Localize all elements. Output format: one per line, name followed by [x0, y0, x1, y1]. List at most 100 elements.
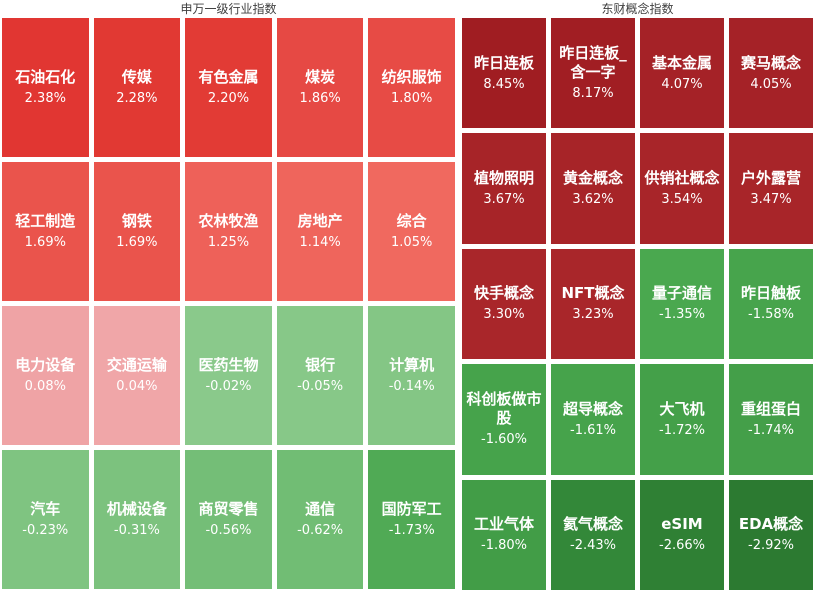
cell-label: 昨日连板: [473, 53, 534, 72]
cell-label: 国防军工: [381, 500, 442, 518]
cell-change: 2.20%: [207, 91, 250, 106]
cell-change: -0.02%: [205, 379, 252, 394]
heatmap-cell-重组蛋白[interactable]: 重组蛋白 -1.74%: [729, 364, 813, 475]
cell-change: -1.35%: [659, 307, 705, 323]
cell-label: 电力设备: [15, 356, 76, 374]
cell-change: -0.31%: [113, 523, 160, 538]
cell-label: 商贸零售: [198, 500, 259, 518]
cell-change: -1.61%: [570, 422, 616, 438]
heatmap-cell-昨日连板_含一字[interactable]: 昨日连板_含一字 8.17%: [551, 18, 635, 129]
cell-label: 基本金属: [651, 53, 712, 72]
cell-label: 房地产: [297, 212, 343, 230]
cell-label: 纺织服饰: [381, 68, 442, 86]
heatmap-cell-钢铁[interactable]: 钢铁 1.69%: [93, 162, 181, 301]
heatmap-cell-商贸零售[interactable]: 商贸零售 -0.56%: [185, 450, 272, 589]
cell-change: 1.86%: [299, 91, 341, 106]
cell-change: 0.08%: [24, 379, 66, 394]
cell-label: 传媒: [121, 68, 152, 86]
sw-industry-title: 申万一级行业指数: [180, 2, 277, 16]
heatmap-cell-煤炭[interactable]: 煤炭 1.86%: [276, 18, 364, 157]
heatmap-cell-银行[interactable]: 银行 -0.05%: [276, 306, 364, 445]
cell-label: 户外露营: [740, 169, 801, 188]
cell-label: 煤炭: [305, 68, 336, 86]
heatmap-cell-有色金属[interactable]: 有色金属 2.20%: [185, 18, 272, 157]
heatmap-cell-户外露营[interactable]: 户外露营 3.47%: [729, 133, 813, 244]
heatmap-cell-大飞机[interactable]: 大飞机 -1.72%: [640, 364, 724, 475]
cell-label: 计算机: [389, 356, 435, 374]
cell-change: -2.66%: [659, 538, 705, 554]
heatmap-cell-快手概念[interactable]: 快手概念 3.30%: [462, 248, 546, 360]
heatmap-cell-黄金概念[interactable]: 黄金概念 3.62%: [551, 133, 635, 244]
cell-label: 轻工制造: [15, 212, 76, 230]
cell-change: 1.25%: [207, 235, 250, 250]
heatmap-cell-昨日连板[interactable]: 昨日连板 8.45%: [462, 18, 546, 129]
em-concept-title: 东财概念指数: [601, 2, 674, 16]
cell-change: 2.38%: [24, 91, 66, 106]
cell-label: 赛马概念: [740, 53, 801, 72]
cell-change: -1.74%: [748, 422, 794, 438]
heatmap-cell-交通运输[interactable]: 交通运输 0.04%: [93, 306, 181, 445]
heatmap-cell-科创板做市股[interactable]: 科创板做市股 -1.60%: [462, 364, 546, 475]
cell-label: 石油石化: [15, 68, 76, 86]
heatmap-cell-计算机[interactable]: 计算机 -0.14%: [368, 306, 455, 445]
cell-change: 3.54%: [661, 192, 703, 208]
cell-label: eSIM: [661, 515, 703, 534]
heatmap-cell-纺织服饰[interactable]: 纺织服饰 1.80%: [368, 18, 455, 157]
cell-label: 黄金概念: [562, 169, 623, 188]
heatmap-cell-量子通信[interactable]: 量子通信 -1.35%: [640, 248, 724, 360]
heatmap-cell-超导概念[interactable]: 超导概念 -1.61%: [551, 364, 635, 475]
heatmap-cell-综合[interactable]: 综合 1.05%: [368, 162, 455, 301]
heatmap-cell-通信[interactable]: 通信 -0.62%: [276, 450, 364, 589]
cell-label: 汽车: [30, 500, 61, 518]
heatmap-cell-国防军工[interactable]: 国防军工 -1.73%: [368, 450, 455, 589]
cell-label: 昨日连板_含一字: [559, 44, 627, 82]
heatmap-cell-昨日触板[interactable]: 昨日触板 -1.58%: [729, 248, 813, 360]
cell-change: -2.43%: [570, 538, 616, 554]
heatmap-cell-汽车[interactable]: 汽车 -0.23%: [2, 450, 89, 589]
cell-label: NFT概念: [561, 284, 625, 303]
heatmap-cell-氦气概念[interactable]: 氦气概念 -2.43%: [551, 479, 635, 590]
cell-label: 机械设备: [106, 500, 167, 518]
cell-label: 植物照明: [473, 169, 534, 188]
heatmap-cell-电力设备[interactable]: 电力设备 0.08%: [2, 306, 89, 445]
heatmap-cell-房地产[interactable]: 房地产 1.14%: [276, 162, 364, 301]
cell-label: 超导概念: [562, 399, 623, 418]
heatmap-cell-基本金属[interactable]: 基本金属 4.07%: [640, 18, 724, 129]
cell-change: -0.56%: [205, 523, 252, 538]
cell-change: 8.45%: [483, 76, 525, 92]
cell-change: 1.80%: [391, 91, 433, 106]
cell-label: 供销社概念: [644, 169, 720, 188]
cell-change: -1.72%: [659, 422, 705, 438]
cell-label: 通信: [305, 500, 336, 518]
heatmap-cell-机械设备[interactable]: 机械设备 -0.31%: [93, 450, 181, 589]
cell-change: 4.07%: [661, 76, 703, 92]
cell-change: 1.69%: [24, 235, 66, 250]
heatmap-cell-工业气体[interactable]: 工业气体 -1.80%: [462, 479, 546, 590]
cell-change: -1.80%: [481, 538, 527, 554]
heatmap-cell-eSIM[interactable]: eSIM -2.66%: [640, 479, 724, 590]
cell-change: 8.17%: [572, 86, 614, 102]
cell-label: 昨日触板: [740, 284, 801, 303]
heatmap-cell-NFT概念[interactable]: NFT概念 3.23%: [551, 248, 635, 360]
cell-change: 1.05%: [391, 235, 433, 250]
heatmap-cell-农林牧渔[interactable]: 农林牧渔 1.25%: [185, 162, 272, 301]
heatmap-cell-石油石化[interactable]: 石油石化 2.38%: [2, 18, 89, 157]
heatmap-cell-轻工制造[interactable]: 轻工制造 1.69%: [2, 162, 89, 301]
heatmap-cell-传媒[interactable]: 传媒 2.28%: [93, 18, 181, 157]
cell-change: 3.47%: [750, 192, 792, 208]
cell-change: -1.58%: [748, 307, 794, 323]
heatmap-cell-植物照明[interactable]: 植物照明 3.67%: [462, 133, 546, 244]
cell-change: -0.14%: [388, 379, 435, 394]
heatmap-cell-供销社概念[interactable]: 供销社概念 3.54%: [640, 133, 724, 244]
cell-label: 科创板做市股: [466, 390, 542, 428]
cell-change: 3.67%: [483, 192, 525, 208]
cell-label: 综合: [396, 212, 427, 230]
cell-change: 1.14%: [299, 235, 341, 250]
cell-change: 2.28%: [116, 91, 158, 106]
heatmap-cell-EDA概念[interactable]: EDA概念 -2.92%: [729, 479, 813, 590]
cell-change: 0.04%: [116, 379, 158, 394]
heatmap-cell-医药生物[interactable]: 医药生物 -0.02%: [185, 306, 272, 445]
heatmap-cell-赛马概念[interactable]: 赛马概念 4.05%: [729, 18, 813, 129]
cell-change: -1.73%: [388, 523, 435, 538]
sw-industry-heatmap: 石油石化 2.38% 传媒 2.28% 有色金属 2.20% 煤炭 1.86% 纺织服饰 1.80…: [2, 18, 455, 589]
